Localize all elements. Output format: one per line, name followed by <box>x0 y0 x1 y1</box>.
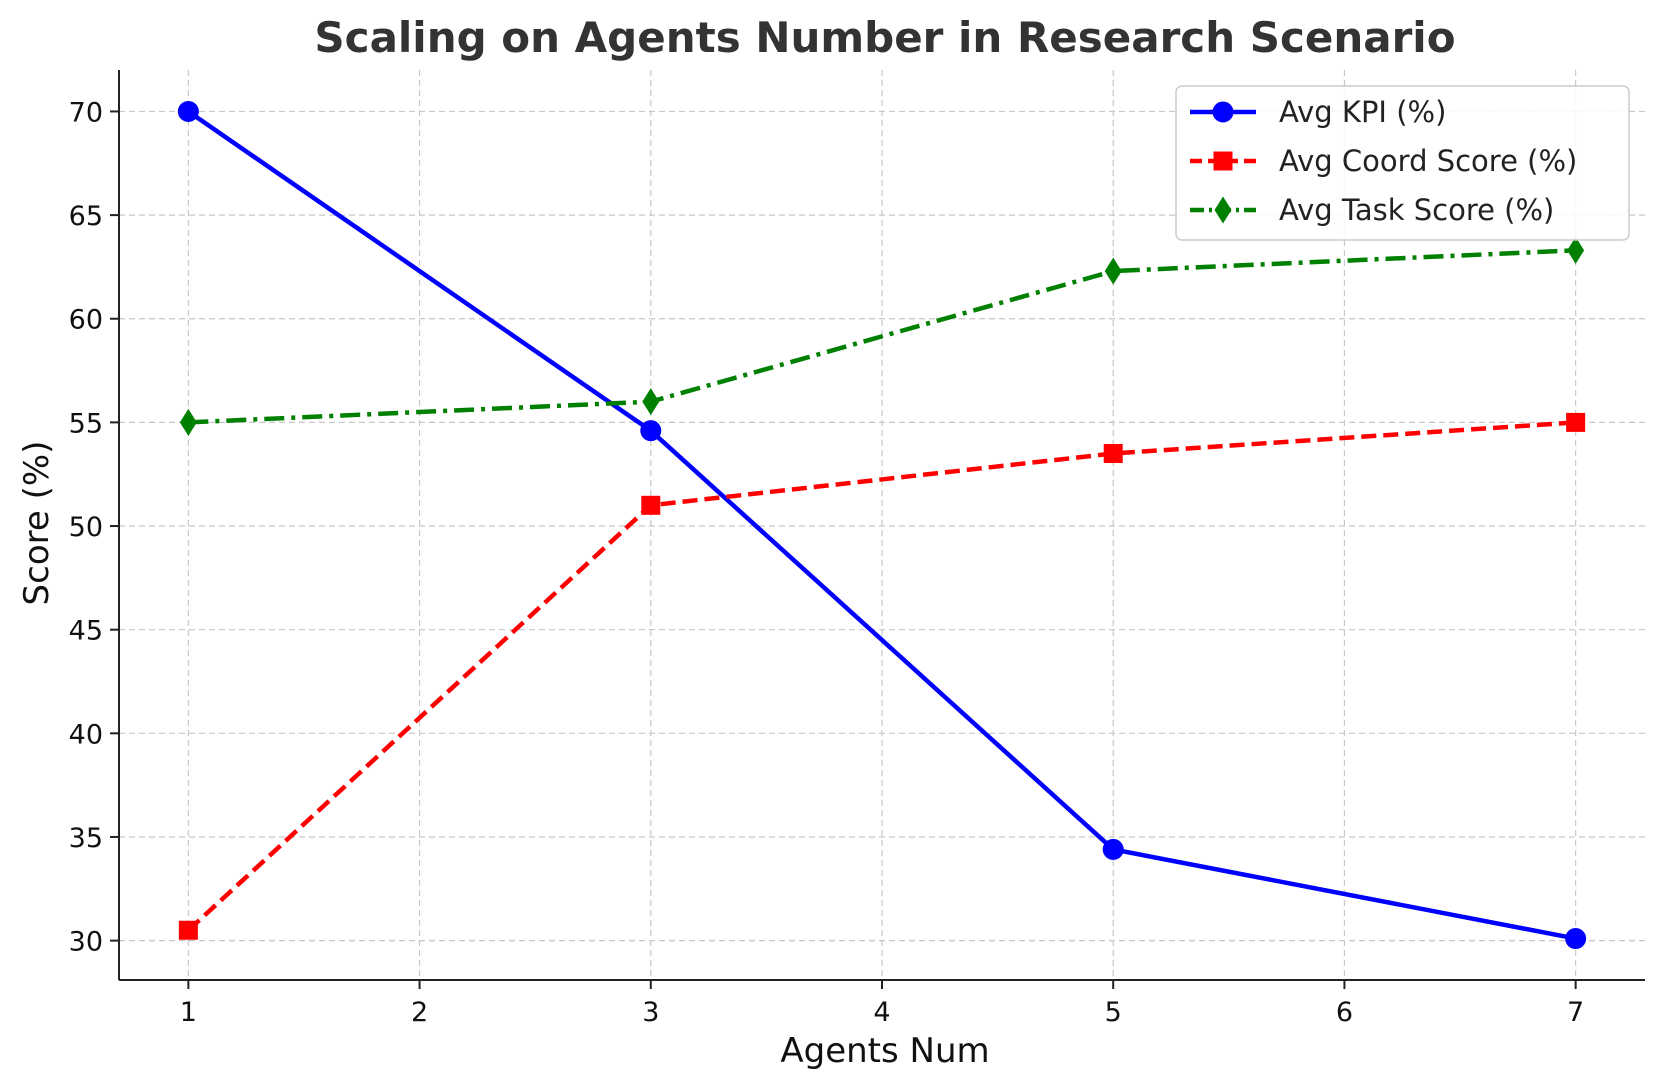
y-ticks: 30 35 40 45 50 55 60 65 70 <box>69 97 119 958</box>
series-line <box>186 420 1576 932</box>
series-line <box>188 248 1576 425</box>
y-tick-label: 40 <box>69 719 103 750</box>
x-ticks: 1 2 3 4 5 6 7 <box>180 980 1584 1028</box>
chart-title: Scaling on Agents Number in Research Sce… <box>314 13 1455 62</box>
series-line <box>187 109 1577 941</box>
x-tick-label: 2 <box>411 997 428 1028</box>
x-tick-label: 7 <box>1567 997 1584 1028</box>
legend-box <box>1175 85 1630 241</box>
data-point <box>1104 257 1122 285</box>
legend-label: Avg KPI (%) <box>1279 95 1446 129</box>
legend-marker <box>1214 196 1232 224</box>
data-point <box>178 920 198 940</box>
y-tick-label: 60 <box>69 305 103 336</box>
data-point <box>1565 928 1587 950</box>
x-tick-label: 5 <box>1105 997 1122 1028</box>
data-point <box>1566 412 1586 432</box>
series-3 <box>179 236 1585 436</box>
y-tick-label: 65 <box>69 201 103 232</box>
data-point <box>1567 236 1585 264</box>
y-axis-label: Score (%) <box>17 441 57 606</box>
legend-entry: Avg KPI (%) <box>1190 95 1446 129</box>
legend-marker <box>1212 101 1234 123</box>
y-tick-label: 50 <box>69 512 103 543</box>
x-tick-label: 1 <box>180 997 197 1028</box>
legend-marker <box>1213 151 1233 171</box>
data-point <box>177 100 199 122</box>
x-axis-label: Agents Num <box>780 1031 989 1071</box>
series-1 <box>177 100 1587 950</box>
data-point <box>640 420 662 442</box>
y-tick-label: 35 <box>69 823 103 854</box>
y-tick-label: 45 <box>69 616 103 647</box>
x-tick-label: 6 <box>1336 997 1353 1028</box>
y-tick-label: 30 <box>69 927 103 958</box>
legend-entry: Avg Coord Score (%) <box>1190 144 1577 178</box>
series-2 <box>178 412 1586 940</box>
data-point <box>179 408 197 436</box>
data-point <box>642 388 660 416</box>
x-tick-label: 3 <box>642 997 659 1028</box>
y-tick-label: 55 <box>69 408 103 439</box>
x-tick-label: 4 <box>873 997 890 1028</box>
legend: Avg KPI (%) Avg Coord Score (%) Avg Task S… <box>1175 85 1630 241</box>
legend-label: Avg Task Score (%) <box>1279 193 1554 227</box>
data-point <box>1103 443 1123 463</box>
y-tick-label: 70 <box>69 97 103 128</box>
series <box>177 100 1587 950</box>
data-point <box>1102 838 1124 860</box>
legend-entry: Avg Task Score (%) <box>1190 193 1554 227</box>
legend-label: Avg Coord Score (%) <box>1279 144 1577 178</box>
data-point <box>641 495 661 515</box>
